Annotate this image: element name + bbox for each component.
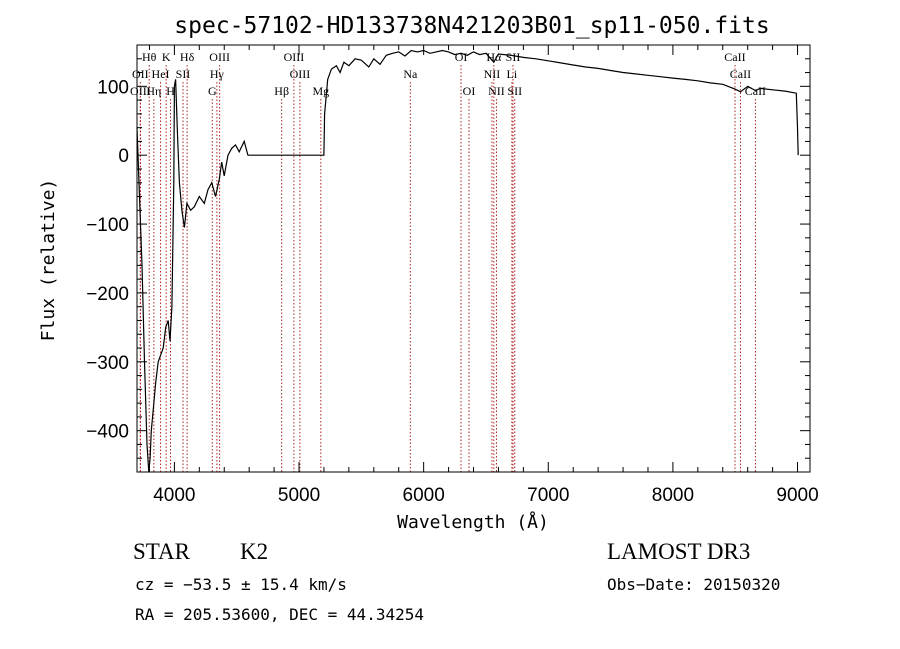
- object-subclass: K2: [240, 539, 268, 564]
- line-labels: Hθ K Hδ OIII OIII OI Hα SII CaII OII HeI SII Hγ OIII N…: [130, 50, 766, 98]
- object-class: STAR: [133, 539, 191, 564]
- spectral-line-label: OIII: [209, 50, 230, 64]
- x-tick-label: 6000: [403, 485, 445, 506]
- y-tick-label: −100: [86, 215, 129, 236]
- axis-ticks: 4000 5000 6000 7000 8000 9000 100 0 −100 −200 −300…: [86, 45, 819, 506]
- y-axis-label: Flux (relative): [38, 179, 59, 342]
- spectral-line-label: Mg: [312, 84, 329, 98]
- figure-title: spec-57102-HD133738N421203B01_sp11-050.f…: [174, 13, 769, 39]
- spectral-line-label: Hγ: [210, 67, 225, 81]
- spectral-line-label: NII: [484, 67, 501, 81]
- spectral-line-label: OII: [132, 67, 149, 81]
- x-tick-label: 4000: [153, 485, 195, 506]
- spectral-line-label: Hη: [146, 84, 161, 98]
- spectral-line-label: SII: [176, 67, 191, 81]
- spectrum-line: [136, 49, 799, 473]
- coordinates: RA = 205.53600, DEC = 44.34254: [135, 605, 424, 624]
- spectral-line-label: OIII: [290, 67, 311, 81]
- spectral-line-label: Hβ: [274, 84, 289, 98]
- obs-date: Obs−Date: 20150320: [607, 575, 780, 594]
- spectral-line-label: Hα: [486, 50, 502, 64]
- x-tick-label: 8000: [652, 485, 694, 506]
- spectral-line-label: SII: [507, 84, 522, 98]
- spectral-line-label: Hδ: [180, 50, 195, 64]
- spectral-line-label: SII: [506, 50, 521, 64]
- x-axis-label: Wavelength (Å): [397, 511, 549, 533]
- y-tick-label: −200: [86, 284, 129, 305]
- x-tick-label: 7000: [527, 485, 569, 506]
- y-tick-label: −300: [86, 353, 129, 374]
- spectral-line-label: CaII: [730, 67, 751, 81]
- spectral-line-label: OIII: [284, 50, 305, 64]
- spectral-line-label: HeI: [152, 67, 170, 81]
- y-tick-label: 0: [118, 146, 129, 167]
- spectral-line-label: Na: [403, 67, 418, 81]
- plot-frame: [136, 44, 811, 473]
- spectral-line-label: Li: [507, 67, 518, 81]
- survey-name: LAMOST DR3: [607, 539, 750, 564]
- x-tick-label: 5000: [278, 485, 320, 506]
- y-tick-label: −400: [86, 422, 129, 443]
- y-tick-label: 100: [97, 77, 129, 98]
- x-tick-label: 9000: [776, 485, 818, 506]
- plot-area: 4000 5000 6000 7000 8000 9000 100 0 −100 −200 −300…: [86, 44, 819, 506]
- spectral-line-label: OI: [455, 50, 468, 64]
- spectral-line-label: NII: [488, 84, 505, 98]
- spectral-line-label: H: [166, 84, 175, 98]
- spectral-line-label: OI: [463, 84, 476, 98]
- redshift-info: cz = −53.5 ± 15.4 km/s: [135, 575, 347, 594]
- spectral-line-label: G: [208, 84, 217, 98]
- spectral-line-label: K: [162, 50, 171, 64]
- spectral-line-label: Hθ: [142, 50, 157, 64]
- spectral-line-label: OIII: [130, 84, 151, 98]
- spectral-line-label: CaII: [745, 84, 766, 98]
- spectral-lines: [139, 65, 756, 472]
- spectral-line-label: CaII: [724, 50, 745, 64]
